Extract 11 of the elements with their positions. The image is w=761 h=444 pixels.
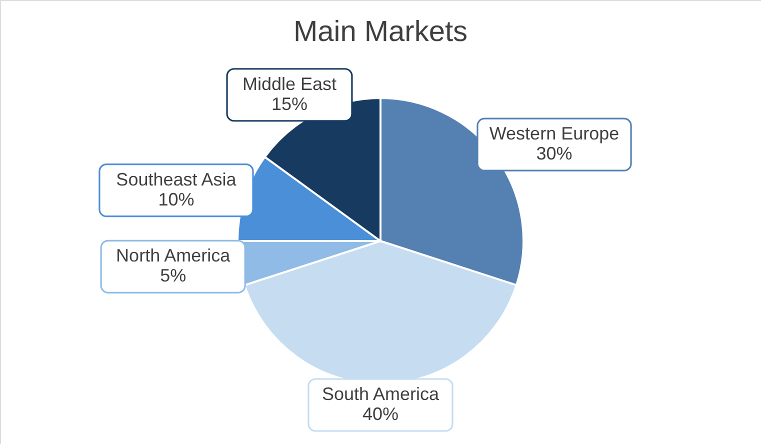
data-label: 10% bbox=[158, 189, 194, 210]
slice-label: South America bbox=[322, 384, 440, 404]
data-label: 30% bbox=[536, 144, 572, 164]
data-label: 40% bbox=[362, 404, 399, 424]
slice-label: Western Europe bbox=[489, 124, 620, 144]
data-label: 5% bbox=[160, 266, 186, 286]
slice-label: Middle East bbox=[242, 74, 337, 94]
slice-label: North America bbox=[116, 246, 232, 266]
data-label: 15% bbox=[271, 94, 308, 114]
slice-label: Southeast Asia bbox=[116, 169, 238, 190]
chart-title: Main Markets bbox=[293, 16, 468, 48]
